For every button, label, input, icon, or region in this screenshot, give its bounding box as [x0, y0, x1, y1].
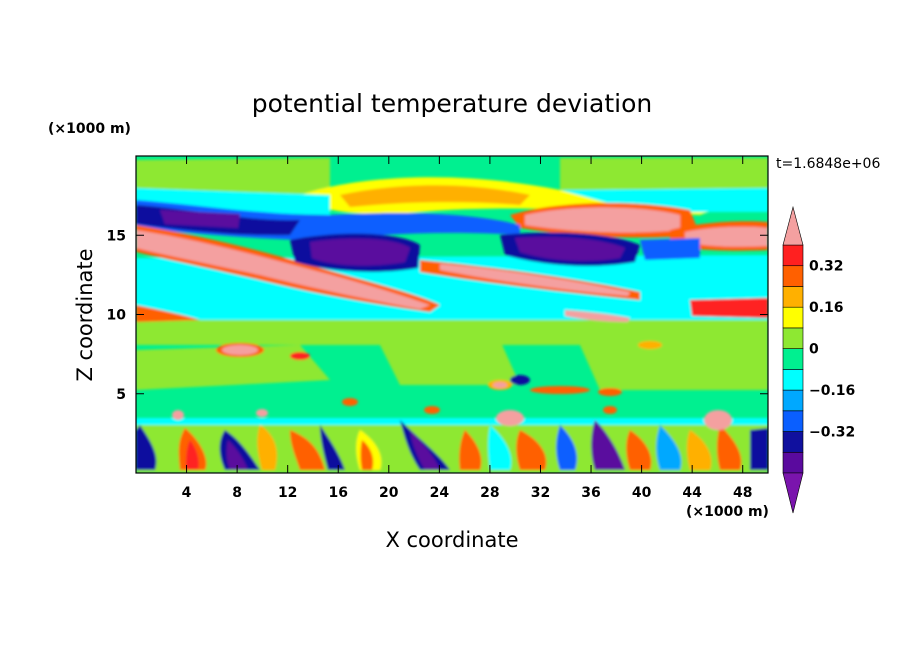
x-tick-label: 20: [379, 485, 399, 501]
colorbar-swatch: [782, 306, 804, 329]
colorbar-swatch: [782, 327, 804, 349]
colorbar-swatch: [782, 410, 804, 432]
y-tick-label: 15: [107, 228, 126, 244]
colorbar-min-triangle: [782, 472, 804, 514]
x-tick-label: 40: [632, 485, 652, 501]
x-tick-label: 12: [278, 485, 297, 501]
x-tick-label: 28: [480, 485, 499, 501]
colorbar: 0.32 0.16 0 −0.16 −0.32: [782, 205, 855, 514]
y-unit-label: (×1000 m): [48, 121, 131, 137]
contour-field: [136, 156, 768, 473]
chart-title: potential temperature deviation: [252, 89, 652, 118]
colorbar-max-triangle: [782, 205, 804, 246]
colorbar-label: −0.32: [809, 425, 855, 441]
colorbar-swatch: [782, 431, 804, 453]
x-tick-label: 8: [232, 485, 242, 501]
x-ticks: 4 8 12 16 20 24 28 32 36 40 44 48: [182, 156, 752, 501]
x-tick-label: 44: [682, 485, 702, 501]
x-tick-label: 32: [531, 485, 550, 501]
colorbar-swatch: [782, 265, 804, 287]
colorbar-swatch: [782, 244, 804, 267]
colorbar-swatch: [782, 389, 804, 412]
x-tick-label: 36: [581, 485, 600, 501]
y-tick-label: 10: [107, 308, 127, 324]
x-tick-label: 4: [182, 485, 192, 501]
x-unit-label: (×1000 m): [686, 504, 769, 520]
y-axis-label: Z coordinate: [73, 248, 97, 381]
x-axis-label: X coordinate: [385, 528, 518, 552]
x-tick-label: 48: [733, 485, 752, 501]
colorbar-label: 0.32: [809, 259, 844, 275]
colorbar-label: 0: [809, 342, 819, 358]
colorbar-swatch: [782, 348, 804, 370]
y-ticks: 5 10 15: [107, 228, 768, 403]
colorbar-label: 0.16: [809, 300, 844, 316]
colorbar-label: −0.16: [809, 383, 855, 399]
x-tick-label: 24: [430, 485, 450, 501]
time-label: t=1.6848e+06: [776, 156, 880, 172]
colorbar-swatch: [782, 451, 804, 474]
x-tick-label: 16: [328, 485, 347, 501]
colorbar-swatch: [782, 369, 804, 391]
y-tick-label: 5: [116, 387, 126, 403]
colorbar-swatch: [782, 286, 804, 308]
